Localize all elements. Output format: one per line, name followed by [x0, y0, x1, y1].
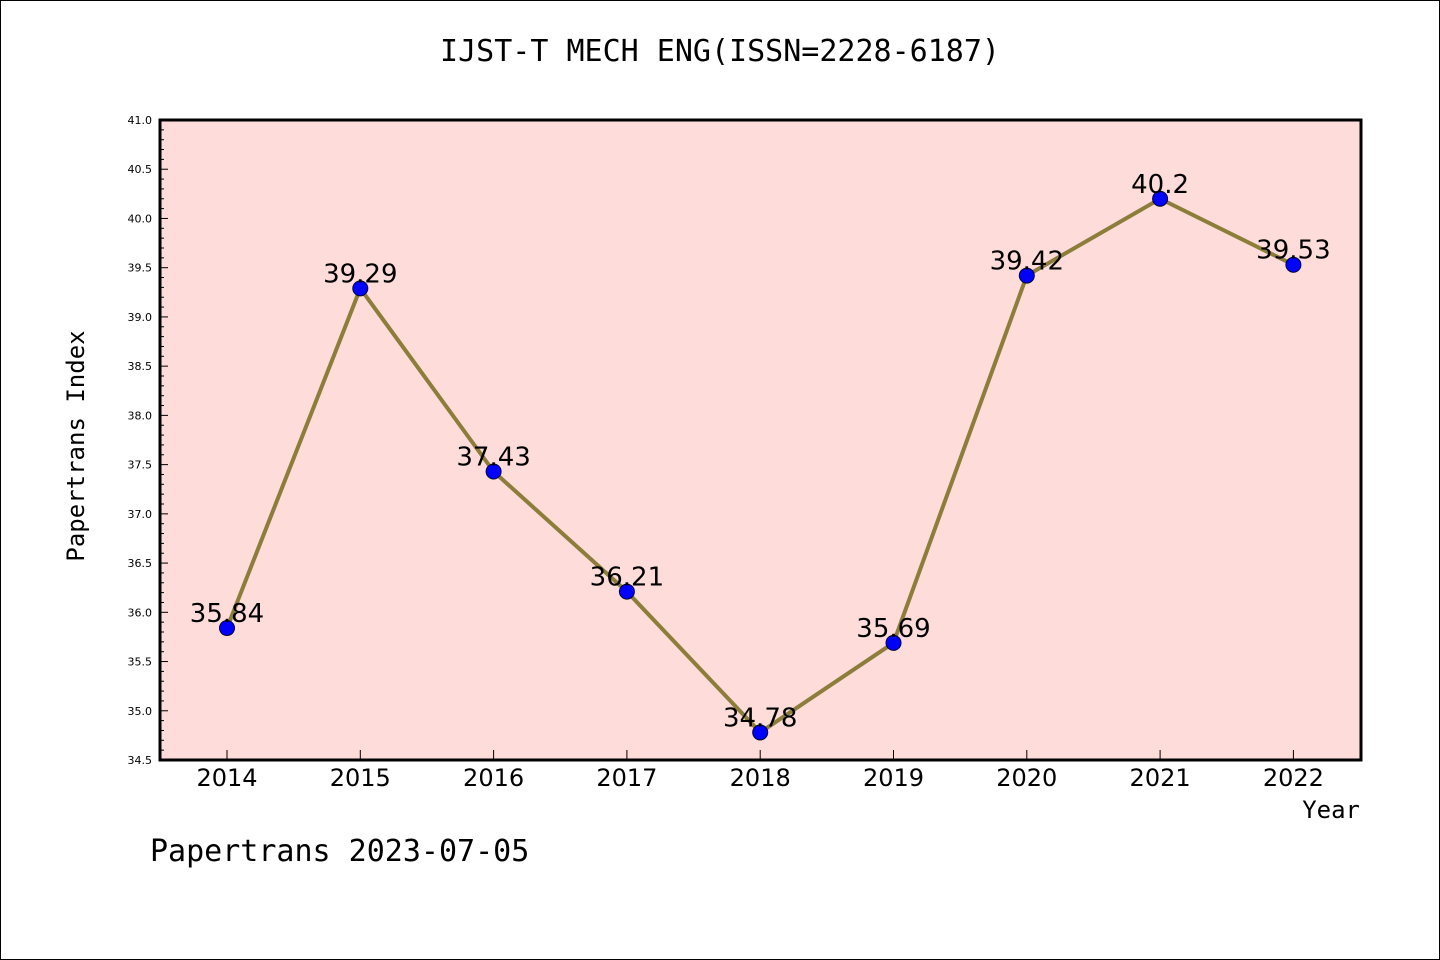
y-tick-label: 38.5	[128, 360, 153, 373]
x-tick-label: 2018	[730, 764, 791, 792]
data-label: 34.78	[723, 703, 797, 733]
data-label: 36.21	[590, 563, 664, 593]
y-tick-label: 34.5	[128, 754, 153, 767]
data-label: 40.2	[1131, 170, 1189, 200]
data-point	[219, 620, 235, 637]
y-tick-label: 39.5	[128, 262, 153, 275]
data-point	[885, 634, 902, 651]
y-tick-label: 37.0	[128, 508, 153, 521]
chart-title: IJST-T MECH ENG(ISSN=2228-6187)	[440, 34, 1000, 69]
data-point	[1152, 190, 1169, 207]
x-axis-label: Year	[1302, 796, 1360, 824]
data-point	[485, 463, 502, 480]
data-point	[352, 280, 369, 297]
y-tick-label: 40.0	[128, 212, 153, 225]
y-tick-label: 41.0	[128, 114, 153, 127]
x-tick-label: 2014	[196, 764, 257, 792]
y-tick-label: 37.5	[128, 459, 153, 472]
x-tick-label: 2019	[863, 764, 924, 792]
data-point	[1018, 267, 1035, 284]
data-label: 39.29	[323, 259, 397, 289]
data-label: 35.69	[856, 614, 930, 644]
x-tick-label: 2021	[1130, 764, 1191, 792]
data-label: 39.53	[1256, 236, 1330, 266]
x-tick-label: 2020	[996, 764, 1057, 792]
y-tick-label: 36.0	[128, 606, 153, 619]
data-label: 35.84	[190, 599, 264, 629]
plot-border	[158, 118, 1363, 762]
footer-text: Papertrans 2023-07-05	[150, 834, 530, 869]
y-tick-label: 38.0	[128, 409, 153, 422]
x-tick-label: 2015	[330, 764, 391, 792]
y-tick-label: 39.0	[128, 311, 153, 324]
x-tick-label: 2017	[596, 764, 657, 792]
y-tick-label: 35.5	[128, 656, 153, 669]
data-point	[618, 583, 635, 600]
data-point	[752, 724, 769, 741]
y-tick-label: 40.5	[128, 163, 153, 176]
x-tick-label: 2016	[463, 764, 524, 792]
x-tick-label: 2022	[1263, 764, 1324, 792]
plot-area	[160, 120, 1361, 760]
data-label: 39.42	[990, 247, 1064, 277]
data-point	[1285, 256, 1302, 273]
y-tick-label: 36.5	[128, 557, 153, 570]
y-tick-label: 35.0	[128, 705, 153, 718]
data-label: 37.43	[456, 443, 530, 473]
